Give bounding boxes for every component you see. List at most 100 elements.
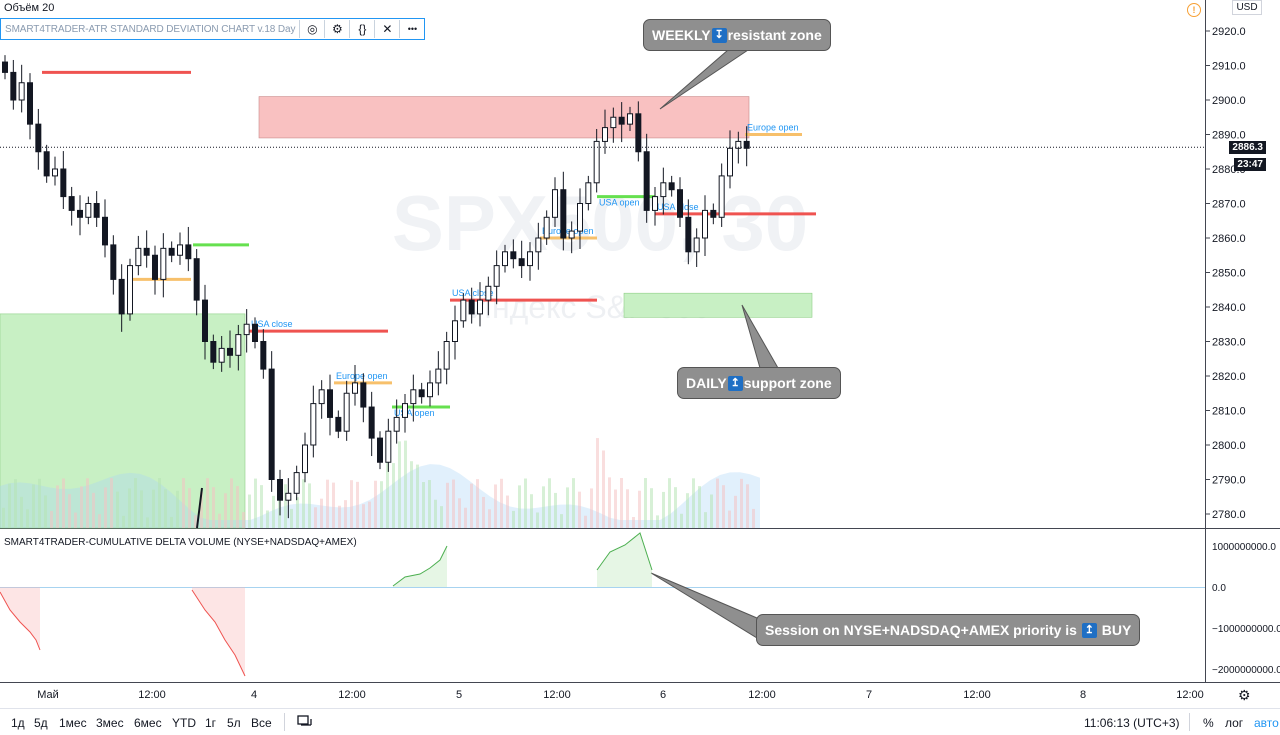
more-icon[interactable]: •••	[399, 20, 424, 38]
volume-bar	[338, 505, 341, 528]
source-code-icon[interactable]: {}	[349, 20, 374, 38]
gear-icon[interactable]: ⚙	[1238, 687, 1251, 703]
candle-body	[677, 189, 683, 218]
candle-body	[27, 82, 33, 125]
candle-body	[568, 230, 575, 239]
volume-spike-marker	[196, 487, 203, 529]
settings-icon[interactable]: ⚙	[324, 20, 349, 38]
candle-body	[635, 113, 642, 153]
daily-support-callout[interactable]: DAILY ↥ support zone	[677, 367, 841, 399]
candle-body	[510, 251, 517, 260]
volume-bar	[410, 461, 413, 528]
clock-readout[interactable]: 11:06:13 (UTC+3)	[1084, 716, 1180, 730]
callout-daily-suffix: support zone	[743, 375, 832, 391]
weekly-resistance-callout[interactable]: WEEKLY ↧ resistant zone	[643, 19, 831, 51]
volume-bar	[668, 478, 671, 528]
callout-session-suffix: BUY	[1101, 622, 1132, 638]
volume-bar	[404, 440, 407, 528]
volume-bar	[428, 480, 431, 528]
candle-body	[627, 113, 633, 125]
cdv-positive-area-line	[596, 532, 653, 571]
daily-support-zone	[623, 292, 813, 318]
range-1d-button[interactable]: 1д	[11, 716, 25, 730]
compare-icon[interactable]	[297, 714, 313, 731]
cdv-negative-area	[0, 587, 40, 650]
volume-bar	[194, 515, 197, 528]
range-5d-button[interactable]: 5д	[34, 716, 48, 730]
volume-bar	[704, 512, 707, 528]
candle-body	[277, 479, 283, 501]
candle-body	[52, 168, 58, 177]
volume-bar	[74, 512, 77, 528]
volume-bar	[434, 499, 437, 528]
weekly-resistance-zone	[258, 96, 750, 139]
candle-body	[135, 247, 142, 267]
volume-bar	[182, 478, 185, 528]
candle-body	[260, 341, 267, 370]
volume-bar	[176, 490, 179, 528]
volume-bar	[356, 481, 359, 528]
cdv-axis-label: −2000000000.0	[1212, 665, 1280, 676]
volume-bar	[608, 477, 611, 528]
hide-icon[interactable]: ◎	[299, 20, 324, 38]
candle-body	[443, 341, 450, 370]
candle-body	[368, 406, 375, 439]
volume-bar	[554, 492, 557, 528]
candle-body	[268, 368, 275, 481]
log-scale-button[interactable]: лог	[1225, 716, 1244, 730]
alert-icon[interactable]: !	[1187, 3, 1201, 17]
volume-bar	[572, 478, 575, 528]
session-label: Europe open	[747, 123, 799, 133]
price-axis-label: 2830.0	[1212, 337, 1246, 349]
candle-body	[143, 247, 150, 256]
indicator-title[interactable]: SMART4TRADER-ATR STANDARD DEVIATION CHAR…	[5, 23, 296, 35]
candle-body	[710, 209, 717, 218]
volume-bar	[476, 479, 479, 528]
range-all-button[interactable]: Все	[251, 716, 272, 730]
volume-bar	[284, 484, 287, 528]
indicator-legend[interactable]: SMART4TRADER-ATR STANDARD DEVIATION CHAR…	[0, 18, 426, 40]
time-axis-label: 12:00	[138, 689, 166, 701]
candle-body	[335, 416, 342, 432]
candle-body	[585, 182, 592, 205]
currency-badge[interactable]: USD	[1232, 0, 1262, 15]
range-ytd-button[interactable]: YTD	[172, 716, 196, 730]
candle-body	[110, 244, 117, 280]
volume-bar	[440, 506, 443, 528]
range-1m-button[interactable]: 1мес	[59, 716, 87, 730]
volume-bar	[104, 487, 107, 528]
last-price-tag: 2886.3	[1229, 141, 1266, 154]
range-3m-button[interactable]: 3мес	[96, 716, 124, 730]
session-label: USA close	[452, 288, 494, 298]
close-icon[interactable]: ✕	[374, 20, 399, 38]
range-1y-button[interactable]: 1г	[205, 716, 217, 730]
candle-body	[668, 182, 675, 191]
percent-scale-button[interactable]: %	[1203, 716, 1214, 730]
volume-bar	[392, 463, 395, 528]
session-label: USA open	[394, 408, 435, 418]
cdv-positive-area	[597, 533, 652, 587]
volume-bar	[320, 498, 323, 528]
cdv-indicator-label[interactable]: SMART4TRADER-CUMULATIVE DELTA VOLUME (NY…	[4, 537, 357, 548]
time-axis-label: Май	[37, 689, 59, 701]
volume-bar	[44, 495, 47, 528]
candle-body	[243, 323, 250, 336]
candle-body	[693, 237, 700, 253]
volume-bar	[230, 478, 233, 528]
candle-body	[118, 278, 125, 315]
candle-body	[377, 437, 383, 463]
volume-bar	[50, 510, 53, 528]
auto-scale-button[interactable]: авто	[1254, 716, 1279, 730]
candle-body	[77, 209, 83, 218]
volume-bar	[266, 510, 269, 528]
volume-bar	[248, 494, 251, 528]
cdv-axis-label: 0.0	[1212, 583, 1226, 594]
session-priority-callout[interactable]: Session on NYSE+NADSDAQ+AMEX priority is…	[756, 614, 1141, 646]
volume-bar	[386, 462, 389, 528]
volume-bar	[32, 484, 35, 528]
range-5y-button[interactable]: 5л	[227, 716, 241, 730]
candle-body	[435, 368, 442, 384]
range-6m-button[interactable]: 6мес	[134, 716, 162, 730]
